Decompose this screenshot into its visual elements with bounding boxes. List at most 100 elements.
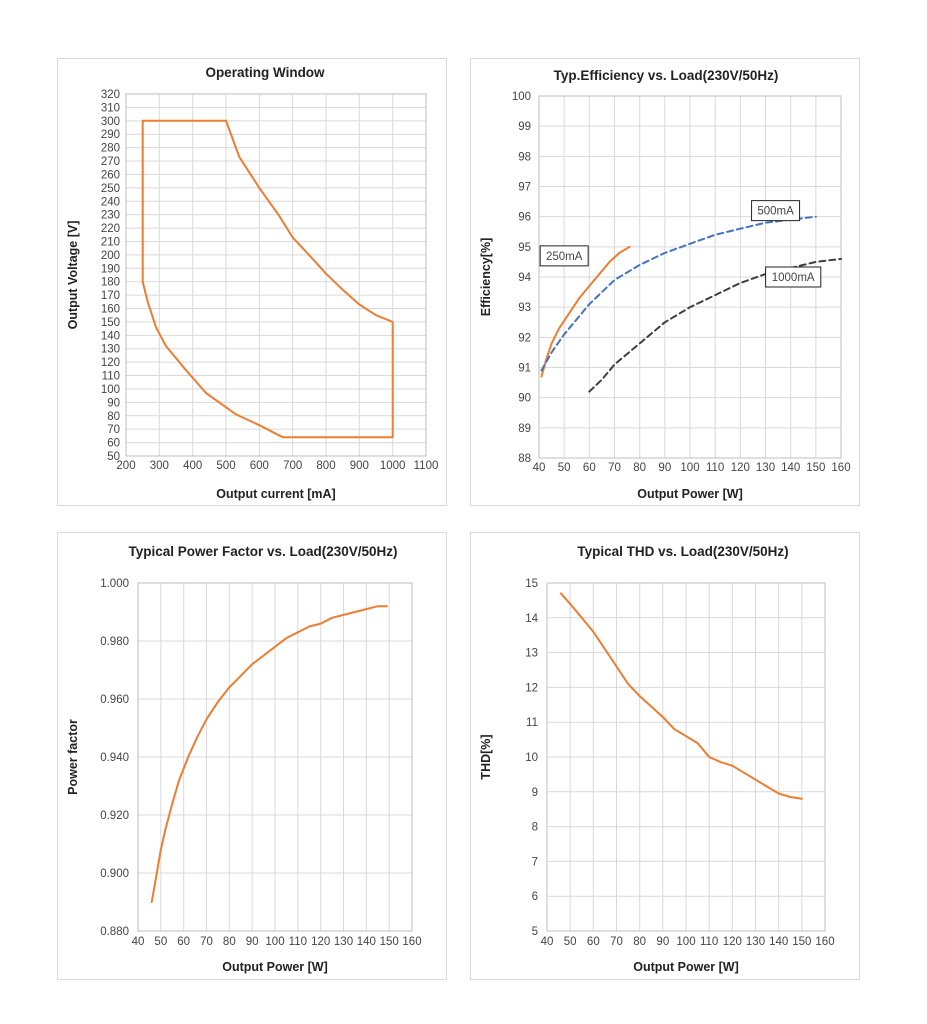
x-tick-label: 60 (583, 462, 596, 474)
y-tick-label: 0.960 (100, 694, 129, 706)
x-tick-label: 200 (116, 460, 135, 472)
power-factor-chart: Typical Power Factor vs. Load(230V/50Hz)… (57, 532, 447, 980)
y-tick-label: 170 (101, 290, 120, 302)
x-tick-label: 80 (223, 936, 236, 948)
y-tick-label: 230 (101, 210, 120, 222)
x-tick-label: 900 (350, 460, 369, 472)
x-tick-label: 300 (150, 460, 169, 472)
thd-chart: Typical THD vs. Load(230V/50Hz) 40 50 60 70 8… (470, 532, 860, 980)
y-tick-label: 130 (101, 344, 120, 356)
plot-area-frame (125, 93, 427, 457)
plot-area-frame (538, 95, 842, 459)
y-tick-label: 89 (518, 423, 531, 435)
y-tick-label: 91 (518, 363, 531, 375)
y-tick-label: 0.880 (100, 926, 129, 938)
x-tick-label: 50 (558, 462, 571, 474)
x-tick-label: 150 (380, 936, 399, 948)
y-tick-label: 95 (518, 242, 531, 254)
x-axis-label: Output Power [W] (222, 960, 328, 974)
x-tick-label: 150 (792, 936, 811, 948)
y-tick-label: 260 (101, 169, 120, 181)
y-tick-label: 140 (101, 330, 120, 342)
x-tick-label: 140 (769, 936, 788, 948)
y-tick-label: 200 (101, 250, 120, 262)
x-tick-label: 140 (781, 462, 800, 474)
y-tick-label: 290 (101, 129, 120, 141)
x-tick-label: 100 (676, 936, 695, 948)
annotation-box (751, 200, 801, 222)
y-axis-label: Power factor (66, 719, 80, 795)
y-tick-label: 94 (518, 272, 531, 284)
y-tick-label: 93 (518, 302, 531, 314)
x-tick-label: 160 (831, 462, 850, 474)
series-line-500ma (540, 215, 817, 372)
y-tick-label: 10 (525, 752, 538, 764)
y-tick-label: 50 (107, 451, 120, 463)
x-tick-label: 60 (587, 936, 600, 948)
x-tick-label: 70 (608, 462, 621, 474)
y-tick-label: 6 (532, 891, 538, 903)
annotation-label: 250mA (546, 251, 583, 263)
x-tick-label: 800 (316, 460, 335, 472)
x-tick-label: 80 (633, 936, 646, 948)
x-tick-label: 700 (283, 460, 302, 472)
x-tick-label: 90 (656, 936, 669, 948)
y-tick-label: 270 (101, 156, 120, 168)
y-tick-label: 60 (107, 438, 120, 450)
y-tick-label: 1.000 (100, 578, 129, 590)
y-tick-label: 99 (518, 121, 531, 133)
y-tick-label: 0.900 (100, 868, 129, 880)
y-tick-label: 7 (532, 856, 538, 868)
plot-area-frame (546, 582, 826, 932)
chart-title: Typical THD vs. Load(230V/50Hz) (577, 544, 788, 559)
x-tick-label: 60 (177, 936, 190, 948)
x-tick-label: 150 (806, 462, 825, 474)
y-tick-label: 11 (526, 717, 538, 729)
x-tick-label: 40 (533, 462, 546, 474)
y-tick-label: 92 (518, 332, 531, 344)
x-tick-label: 130 (756, 462, 775, 474)
x-tick-label: 100 (680, 462, 699, 474)
x-tick-label: 70 (610, 936, 623, 948)
y-tick-label: 5 (532, 926, 538, 938)
annotation-box (539, 245, 589, 267)
y-tick-label: 240 (101, 196, 120, 208)
x-tick-label: 500 (216, 460, 235, 472)
y-tick-label: 90 (518, 393, 531, 405)
y-tick-label: 15 (525, 578, 538, 590)
x-tick-label: 110 (289, 936, 307, 948)
chart-title: Typ.Efficiency vs. Load(230V/50Hz) (554, 68, 779, 83)
x-tick-label: 160 (402, 936, 421, 948)
x-tick-label: 80 (633, 462, 646, 474)
series-line (141, 119, 394, 439)
annotation-label: 500mA (757, 206, 794, 218)
y-tick-label: 100 (101, 384, 120, 396)
y-tick-label: 14 (525, 613, 538, 625)
y-tick-label: 13 (525, 648, 538, 660)
x-tick-label: 1000 (380, 460, 406, 472)
y-axis-label: THD[%] (479, 734, 493, 779)
y-tick-label: 98 (518, 151, 531, 163)
y-tick-label: 210 (101, 236, 120, 248)
x-tick-label: 130 (334, 936, 353, 948)
y-tick-label: 220 (101, 223, 120, 235)
y-tick-label: 320 (101, 89, 120, 101)
chart-title: Typical Power Factor vs. Load(230V/50Hz) (128, 544, 397, 559)
y-tick-label: 0.920 (100, 810, 129, 822)
annotation-box (765, 266, 822, 288)
y-tick-label: 80 (107, 411, 120, 423)
y-tick-label: 96 (518, 212, 531, 224)
y-tick-label: 12 (525, 682, 538, 694)
x-tick-label: 110 (700, 936, 718, 948)
y-tick-label: 150 (101, 317, 120, 329)
y-tick-label: 70 (107, 424, 120, 436)
x-tick-label: 130 (746, 936, 765, 948)
y-tick-label: 300 (101, 116, 120, 128)
x-tick-label: 600 (250, 460, 269, 472)
y-tick-label: 180 (101, 277, 120, 289)
y-tick-label: 8 (532, 822, 538, 834)
chart-title: Operating Window (205, 65, 325, 80)
y-tick-label: 90 (107, 397, 120, 409)
y-tick-label: 120 (101, 357, 120, 369)
x-tick-label: 120 (731, 462, 750, 474)
